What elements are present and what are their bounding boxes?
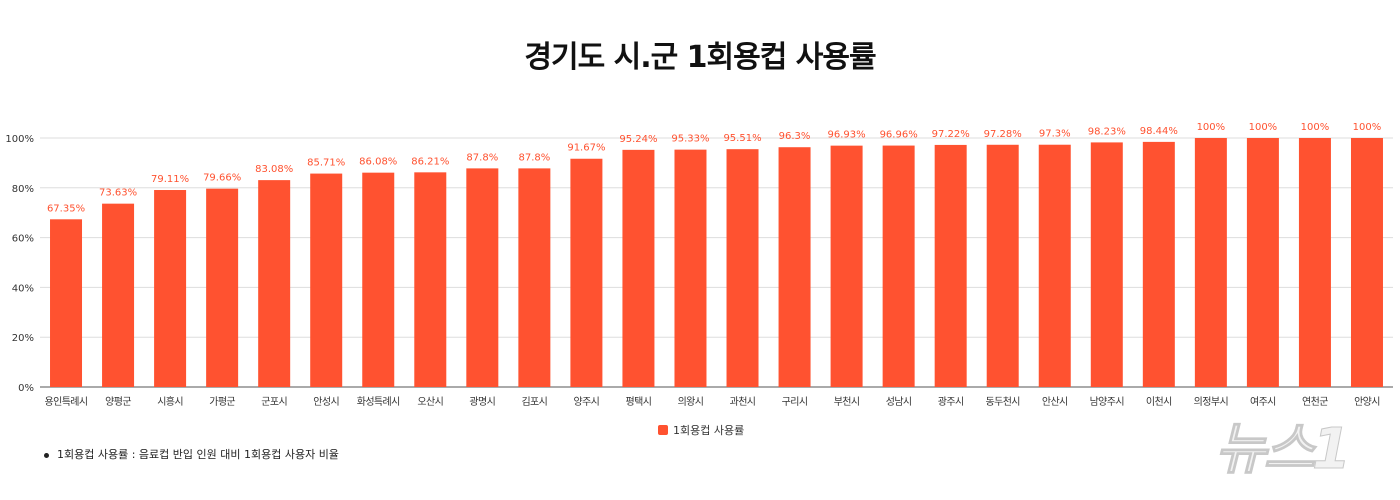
x-tick-label: 시흥시 <box>157 395 183 408</box>
y-tick-label: 60% <box>12 234 34 245</box>
data-label: 96.96% <box>880 130 918 141</box>
x-tick-label: 구리시 <box>782 396 808 408</box>
data-label: 86.08% <box>359 157 397 168</box>
data-label: 97.3% <box>1039 129 1071 140</box>
bar <box>206 188 239 387</box>
bar <box>778 147 811 387</box>
x-tick-label: 평택시 <box>626 396 652 408</box>
bar-chart: 0% 20% 40% 60% 80% 100% 67.35% 용인특례시 73.63% 양평군 79… <box>5 122 1393 408</box>
bar <box>1350 138 1383 387</box>
data-label: 96.93% <box>828 130 866 141</box>
x-tick-label: 남양주시 <box>1090 396 1124 408</box>
bar <box>1194 138 1227 387</box>
y-tick-label: 100% <box>5 134 34 145</box>
data-label: 67.35% <box>47 203 85 214</box>
data-label: 95.24% <box>619 134 657 145</box>
data-label: 100% <box>1249 122 1278 133</box>
bar <box>934 144 967 387</box>
x-tick-label: 군포시 <box>261 396 287 408</box>
bar <box>258 180 291 387</box>
x-tick-label: 여주시 <box>1250 396 1276 408</box>
data-label: 97.22% <box>932 129 970 140</box>
data-label: 95.51% <box>723 133 761 144</box>
bar <box>882 145 915 387</box>
watermark-logo: 뉴스1 <box>1214 417 1351 482</box>
data-label: 85.71% <box>307 158 345 169</box>
bar <box>154 190 187 387</box>
x-tick-label: 광주시 <box>938 396 964 408</box>
x-tick-label: 안산시 <box>1042 396 1068 408</box>
data-label: 73.63% <box>99 188 137 199</box>
bar <box>726 149 759 387</box>
footnote: 1회용컵 사용률 : 음료컵 반입 인원 대비 1회용컵 사용자 비율 <box>44 446 339 462</box>
bar <box>362 172 395 387</box>
data-label: 100% <box>1353 122 1382 133</box>
x-tick-label: 가평군 <box>209 396 235 408</box>
bar <box>622 149 655 387</box>
bar <box>102 203 135 387</box>
data-label: 83.08% <box>255 164 293 175</box>
y-tick-label: 0% <box>18 383 34 394</box>
x-tick-label: 오산시 <box>417 396 443 408</box>
data-label: 100% <box>1301 122 1330 133</box>
bar <box>518 168 551 387</box>
data-label: 98.23% <box>1088 126 1126 137</box>
x-tick-label: 김포시 <box>521 396 547 408</box>
bar <box>1038 144 1071 387</box>
y-tick-label: 20% <box>12 333 34 344</box>
bar <box>1298 138 1331 387</box>
x-tick-label: 연천군 <box>1302 396 1328 408</box>
bar <box>986 144 1019 387</box>
x-tick-label: 안성시 <box>313 396 339 408</box>
data-label: 97.28% <box>984 129 1022 140</box>
bar <box>50 219 83 387</box>
chart-title: 경기도 시.군 1회용컵 사용률 <box>524 40 876 75</box>
bar <box>830 145 863 387</box>
data-label: 86.21% <box>411 156 449 167</box>
data-label: 87.8% <box>518 152 550 163</box>
x-tick-label: 안양시 <box>1354 396 1380 408</box>
x-tick-label: 과천시 <box>730 396 756 408</box>
bar <box>674 149 707 387</box>
data-label: 98.44% <box>1140 126 1178 137</box>
data-label: 79.11% <box>151 174 189 185</box>
data-label: 87.8% <box>466 152 498 163</box>
bar <box>1142 141 1175 387</box>
data-label: 91.67% <box>567 143 605 154</box>
x-tick-label: 양주시 <box>573 396 599 408</box>
data-label: 96.3% <box>779 131 811 142</box>
legend: 1회용컵 사용률 <box>658 422 744 438</box>
x-tick-label: 부천시 <box>834 396 860 408</box>
x-tick-label: 양평군 <box>105 396 131 408</box>
data-label: 100% <box>1197 122 1226 133</box>
bar <box>414 172 447 387</box>
y-tick-label: 80% <box>12 184 34 195</box>
data-label: 79.66% <box>203 173 241 184</box>
bar <box>1246 138 1279 387</box>
footnote-text: 1회용컵 사용률 : 음료컵 반입 인원 대비 1회용컵 사용자 비율 <box>57 448 339 461</box>
y-tick-label: 40% <box>12 283 34 294</box>
bullet-icon <box>44 452 49 458</box>
x-tick-label: 동두천시 <box>986 396 1020 408</box>
bar <box>310 173 343 387</box>
x-tick-label: 성남시 <box>886 396 912 408</box>
x-tick-label: 의정부시 <box>1194 396 1228 408</box>
x-tick-label: 광명시 <box>469 396 495 408</box>
bar <box>1090 142 1123 387</box>
x-tick-label: 이천시 <box>1146 396 1172 408</box>
x-tick-label: 화성특례시 <box>357 396 400 408</box>
data-label: 95.33% <box>671 134 709 145</box>
bar <box>570 158 603 387</box>
x-tick-label: 용인특례시 <box>45 396 88 408</box>
legend-swatch <box>658 425 668 435</box>
bar <box>466 168 499 387</box>
legend-label: 1회용컵 사용률 <box>673 424 745 437</box>
x-tick-label: 의왕시 <box>678 396 704 408</box>
